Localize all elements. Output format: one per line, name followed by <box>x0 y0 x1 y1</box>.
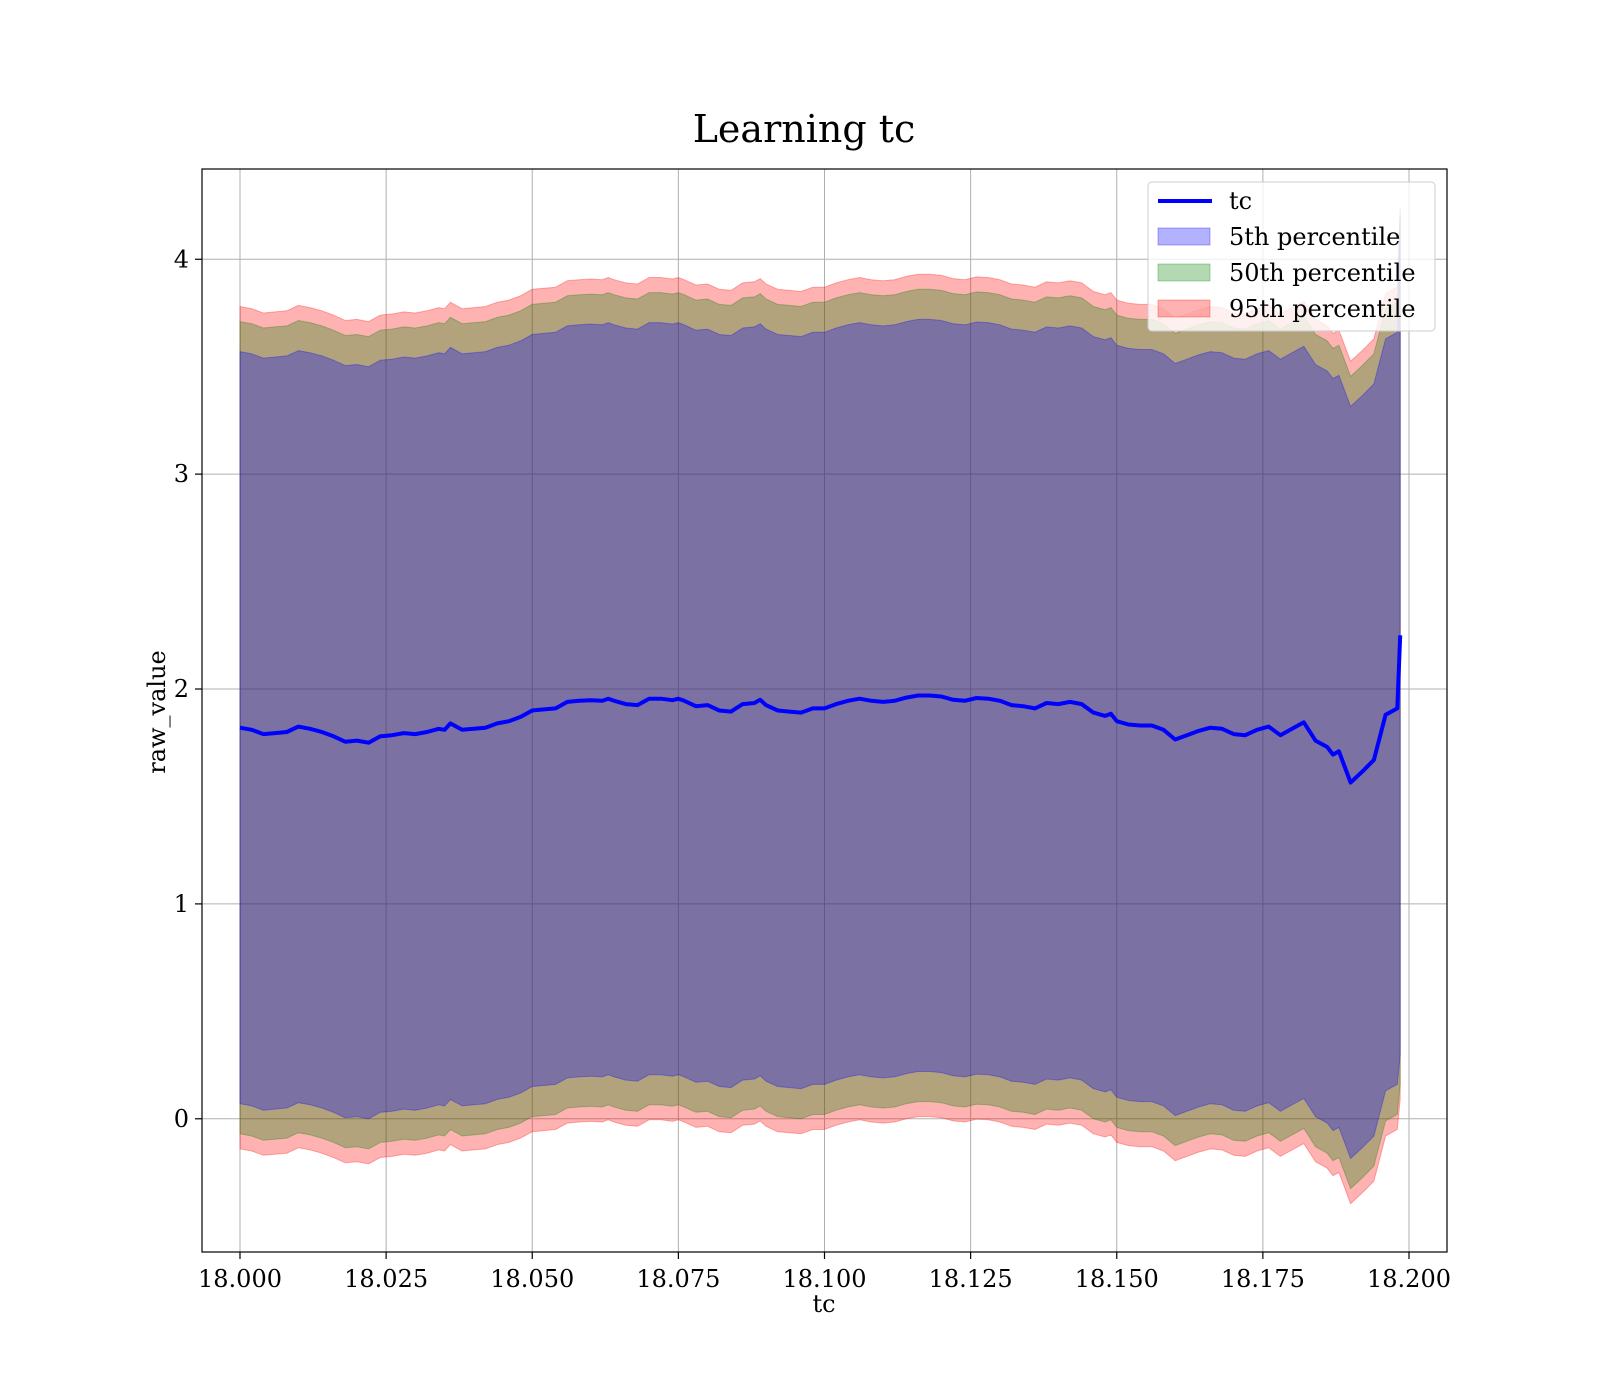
legend-swatch-50th <box>1157 263 1211 282</box>
x-tick-label: 18.200 <box>1367 1265 1451 1293</box>
percentile-bands <box>239 207 1401 1205</box>
y-tick-label: 1 <box>174 890 189 918</box>
legend-frame <box>1147 181 1436 332</box>
band-95th <box>239 207 1401 1205</box>
legend-label-tc: tc <box>1229 187 1252 215</box>
plot-area <box>201 168 1448 1253</box>
legend: tc 5th percentile 50th percentile 95th p… <box>1147 181 1436 332</box>
y-tick-label: 3 <box>174 460 189 488</box>
x-tick-label: 18.125 <box>929 1265 1013 1293</box>
legend-label-50th: 50th percentile <box>1229 259 1416 287</box>
x-tick-label: 18.075 <box>636 1265 720 1293</box>
x-tick-label: 18.050 <box>490 1265 574 1293</box>
band-50th <box>239 210 1401 1190</box>
y-tick-label: 2 <box>174 675 189 703</box>
x-tick-label: 18.175 <box>1221 1265 1305 1293</box>
legend-label-95th: 95th percentile <box>1229 295 1416 323</box>
x-axis-label: tc <box>812 1290 835 1318</box>
y-axis-ticks: 0 1 2 3 4 <box>174 245 202 1133</box>
chart-title: Learning tc <box>693 107 916 151</box>
x-tick-label: 18.025 <box>344 1265 428 1293</box>
legend-label-5th: 5th percentile <box>1229 223 1400 251</box>
x-axis-ticks: 18.000 18.025 18.050 18.075 18.100 18.125 18.1… <box>198 1252 1451 1293</box>
y-tick-label: 0 <box>174 1105 189 1133</box>
legend-swatch-95th <box>1157 299 1211 318</box>
x-tick-label: 18.100 <box>783 1265 867 1293</box>
grid <box>202 169 1447 1252</box>
series-line-tc <box>239 635 1403 785</box>
y-axis-label: raw_value <box>143 650 171 774</box>
y-tick-label: 4 <box>174 245 189 273</box>
legend-swatch-5th <box>1157 227 1211 246</box>
band-5th <box>239 216 1401 1160</box>
x-tick-label: 18.000 <box>198 1265 282 1293</box>
tc-series <box>239 635 1403 785</box>
x-tick-label: 18.150 <box>1075 1265 1159 1293</box>
